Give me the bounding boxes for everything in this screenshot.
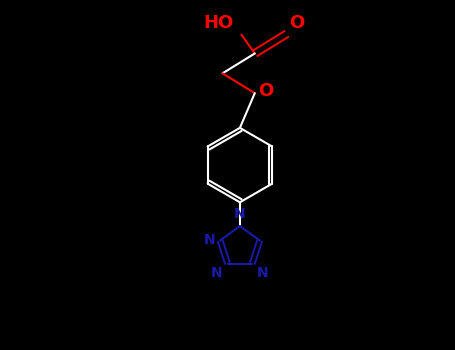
Text: N: N <box>257 266 269 280</box>
Text: N: N <box>234 207 246 221</box>
Text: O: O <box>289 14 304 32</box>
Text: O: O <box>258 82 273 100</box>
Text: N: N <box>211 266 222 280</box>
Text: HO: HO <box>204 14 234 32</box>
Text: N: N <box>203 233 215 247</box>
